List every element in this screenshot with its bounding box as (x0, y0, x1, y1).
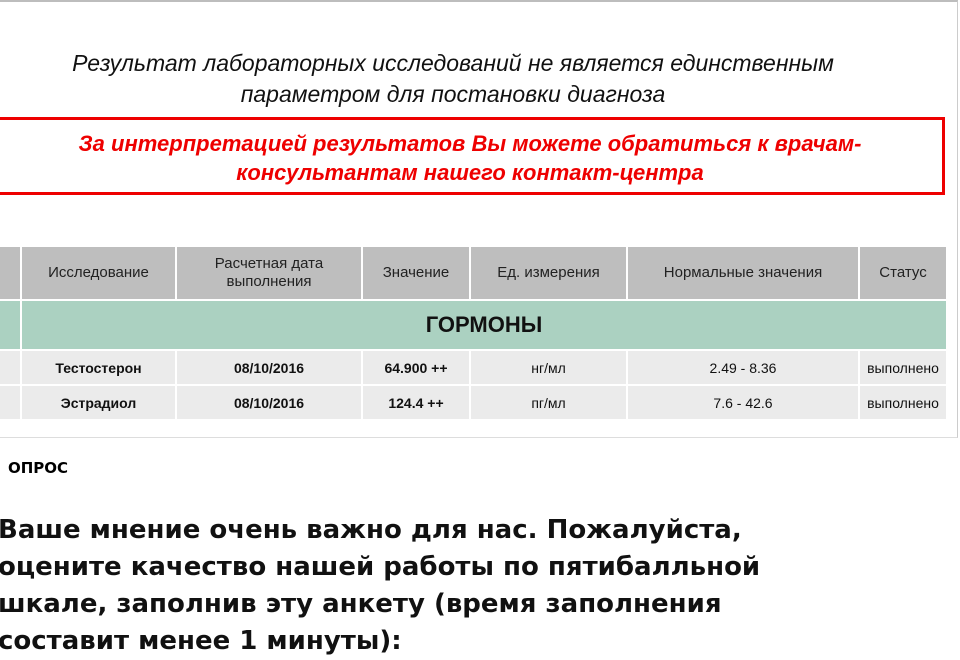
group-title: ГОРМОНЫ (20, 299, 948, 351)
group-row: ГОРМОНЫ (0, 299, 948, 351)
header-blank (0, 245, 22, 301)
header-status: Статус (858, 245, 948, 301)
header-range: Нормальные значения (626, 245, 860, 301)
cell-date: 08/10/2016 (175, 349, 363, 386)
cell-test: Тестостерон (20, 349, 177, 386)
header-date: Расчетная дата выполнения (175, 245, 363, 301)
cell-date: 08/10/2016 (175, 384, 363, 421)
cell-value: 124.4 ++ (361, 384, 471, 421)
header-value: Значение (361, 245, 471, 301)
results-card (0, 0, 958, 438)
cell-range: 7.6 - 42.6 (626, 384, 860, 421)
cell-test: Эстрадиол (20, 384, 177, 421)
table-header: Исследование Расчетная дата выполнения З… (0, 245, 948, 301)
results-table: Исследование Расчетная дата выполнения З… (0, 245, 948, 421)
cell-value: 64.900 ++ (361, 349, 471, 386)
poll-text: Ваше мнение очень важно для нас. Пожалуй… (0, 515, 761, 656)
cell-blank (0, 384, 22, 421)
cell-unit: пг/мл (469, 384, 628, 421)
header-unit: Ед. измерения (469, 245, 628, 301)
cell-status: выполнено (858, 349, 948, 386)
group-blank (0, 299, 22, 351)
cell-range: 2.49 - 8.36 (626, 349, 860, 386)
poll-label: ОПРОС (8, 459, 69, 477)
table-row: Тестостерон 08/10/2016 64.900 ++ нг/мл 2… (0, 349, 948, 386)
interpretation-notice: За интерпретацией результатов Вы можете … (0, 117, 945, 195)
table-row: Эстрадиол 08/10/2016 124.4 ++ пг/мл 7.6 … (0, 384, 948, 421)
header-test: Исследование (20, 245, 177, 301)
cell-status: выполнено (858, 384, 948, 421)
cell-blank (0, 349, 22, 386)
cell-unit: нг/мл (469, 349, 628, 386)
disclaimer-text: Результат лабораторных исследований не я… (72, 50, 834, 107)
